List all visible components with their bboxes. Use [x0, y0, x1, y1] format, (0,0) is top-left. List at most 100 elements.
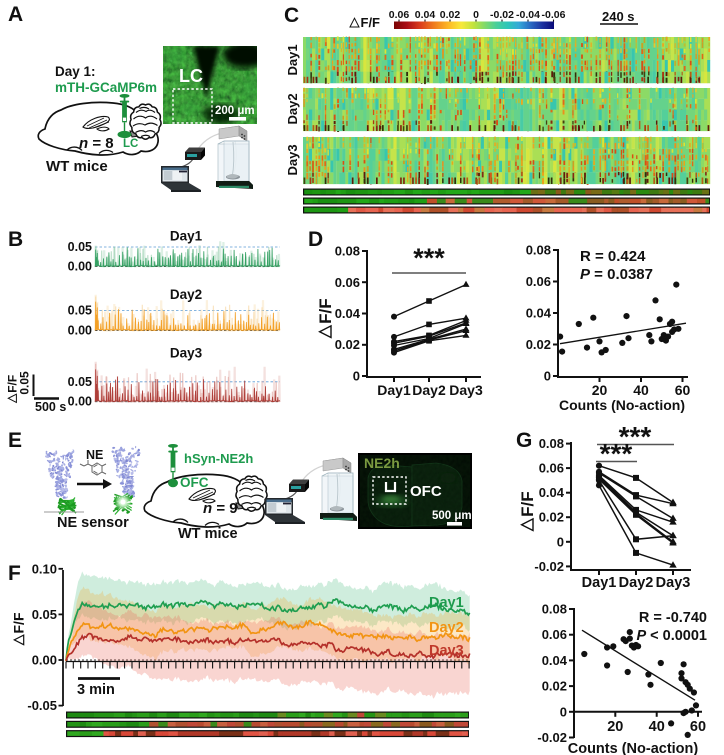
svg-text:G: G: [516, 429, 532, 452]
svg-text:0.08: 0.08: [539, 436, 564, 451]
svg-text:0.02: 0.02: [542, 679, 567, 694]
svg-text:C: C: [284, 4, 299, 27]
svg-text:OFC: OFC: [180, 475, 209, 490]
svg-text:0.04: 0.04: [539, 485, 565, 500]
svg-text:hSyn-NE2h: hSyn-NE2h: [184, 451, 253, 466]
svg-text:0.06: 0.06: [526, 274, 551, 289]
svg-text:0.04: 0.04: [542, 653, 568, 668]
svg-text:NE2h: NE2h: [364, 455, 400, 471]
svg-text:0: 0: [560, 704, 567, 719]
svg-text:0.06: 0.06: [335, 275, 360, 290]
svg-text:WT mice: WT mice: [46, 158, 108, 175]
svg-text:0.00: 0.00: [68, 260, 92, 274]
svg-text:LC: LC: [179, 66, 203, 86]
svg-text:0.06: 0.06: [389, 9, 410, 21]
svg-text:0.05: 0.05: [68, 304, 92, 318]
svg-text:0.02: 0.02: [440, 9, 461, 21]
svg-text:F: F: [8, 562, 21, 585]
svg-text:0: 0: [353, 369, 360, 384]
svg-text:***: ***: [619, 421, 652, 452]
svg-text:0.05: 0.05: [18, 371, 32, 395]
svg-text:20: 20: [592, 382, 608, 398]
svg-text:0.08: 0.08: [526, 243, 551, 258]
svg-text:Day2: Day2: [412, 382, 446, 398]
svg-text:Counts (No-action): Counts (No-action): [559, 397, 685, 413]
svg-text:60: 60: [675, 382, 691, 398]
svg-text:Day1: Day1: [285, 44, 300, 75]
svg-text:Day2: Day2: [429, 620, 464, 636]
svg-text:0.06: 0.06: [539, 461, 564, 476]
svg-text:-0.05: -0.05: [27, 698, 57, 713]
svg-text:-0.06: -0.06: [542, 9, 566, 21]
svg-text:0.00: 0.00: [68, 395, 92, 409]
svg-text:Counts (No-action): Counts (No-action): [568, 741, 699, 755]
svg-text:-0.02: -0.02: [490, 9, 514, 21]
svg-text:NE: NE: [86, 448, 103, 462]
svg-text:E: E: [8, 429, 22, 452]
svg-text:P < 0.0001: P < 0.0001: [636, 628, 707, 644]
svg-text:Day1: Day1: [170, 229, 203, 244]
svg-text:0.10: 0.10: [32, 561, 57, 576]
svg-text:60: 60: [690, 719, 706, 735]
svg-text:Day 1:: Day 1:: [55, 64, 96, 79]
svg-text:Day2: Day2: [170, 287, 202, 302]
svg-text:LC: LC: [123, 138, 138, 150]
svg-text:3 min: 3 min: [77, 682, 115, 698]
svg-text:200 μm: 200 μm: [215, 105, 255, 117]
svg-text:Day1: Day1: [377, 382, 411, 398]
svg-text:0.04: 0.04: [415, 9, 436, 21]
svg-text:-0.02: -0.02: [534, 559, 564, 574]
svg-text:OFC: OFC: [410, 483, 442, 500]
svg-text:A: A: [8, 3, 23, 26]
svg-text:0.04: 0.04: [335, 306, 361, 321]
svg-text:500 s: 500 s: [35, 400, 66, 414]
svg-text:240 s: 240 s: [602, 9, 635, 24]
svg-text:-0.02: -0.02: [537, 730, 567, 745]
svg-text:0.02: 0.02: [526, 337, 551, 352]
svg-text:F/F: F/F: [316, 298, 335, 324]
svg-text:0.08: 0.08: [335, 244, 360, 259]
svg-text:***: ***: [600, 438, 633, 469]
svg-text:Day3: Day3: [449, 382, 483, 398]
svg-text:0.05: 0.05: [68, 240, 92, 254]
svg-text:40: 40: [649, 719, 665, 735]
svg-text:F/F: F/F: [518, 491, 537, 517]
svg-text:B: B: [8, 228, 23, 251]
svg-text:0.05: 0.05: [32, 607, 57, 622]
svg-text:0.04: 0.04: [526, 306, 552, 321]
svg-text:R = -0.740: R = -0.740: [639, 610, 707, 626]
svg-text:Day3: Day3: [656, 575, 691, 591]
svg-text:WT mice: WT mice: [178, 526, 238, 542]
svg-text:mTH-GCaMP6m: mTH-GCaMP6m: [55, 80, 157, 95]
svg-text:0: 0: [473, 9, 479, 21]
svg-text:0.02: 0.02: [539, 510, 564, 525]
svg-text:0.00: 0.00: [32, 653, 57, 668]
svg-text:0.08: 0.08: [542, 602, 567, 617]
svg-text:NE sensor: NE sensor: [57, 515, 129, 531]
svg-text:Day3: Day3: [170, 346, 203, 361]
svg-text:D: D: [308, 228, 323, 251]
svg-text:Day3: Day3: [285, 144, 300, 175]
svg-text:F/F: F/F: [5, 375, 19, 393]
svg-text:-0.04: -0.04: [516, 9, 540, 21]
svg-text:0.02: 0.02: [335, 337, 360, 352]
svg-text:0.05: 0.05: [68, 375, 92, 389]
svg-text:***: ***: [413, 243, 445, 273]
svg-text:40: 40: [633, 382, 649, 398]
svg-text:F/F: F/F: [361, 15, 381, 30]
svg-text:500 μm: 500 μm: [432, 510, 472, 522]
svg-text:F/F: F/F: [11, 612, 27, 633]
svg-text:0.06: 0.06: [542, 627, 567, 642]
svg-text:R = 0.424: R = 0.424: [580, 248, 646, 265]
svg-text:Day2: Day2: [619, 575, 654, 591]
svg-text:Day1: Day1: [429, 595, 464, 611]
svg-text:Day3: Day3: [429, 643, 464, 659]
svg-text:0: 0: [557, 534, 564, 549]
svg-text:Day2: Day2: [285, 93, 300, 124]
svg-text:0: 0: [544, 369, 551, 384]
svg-text:0.00: 0.00: [68, 324, 92, 338]
svg-text:Day1: Day1: [582, 575, 617, 591]
svg-text:P = 0.0387: P = 0.0387: [580, 266, 653, 283]
svg-text:n = 8: n = 8: [79, 135, 114, 152]
svg-text:n = 9: n = 9: [203, 500, 238, 517]
